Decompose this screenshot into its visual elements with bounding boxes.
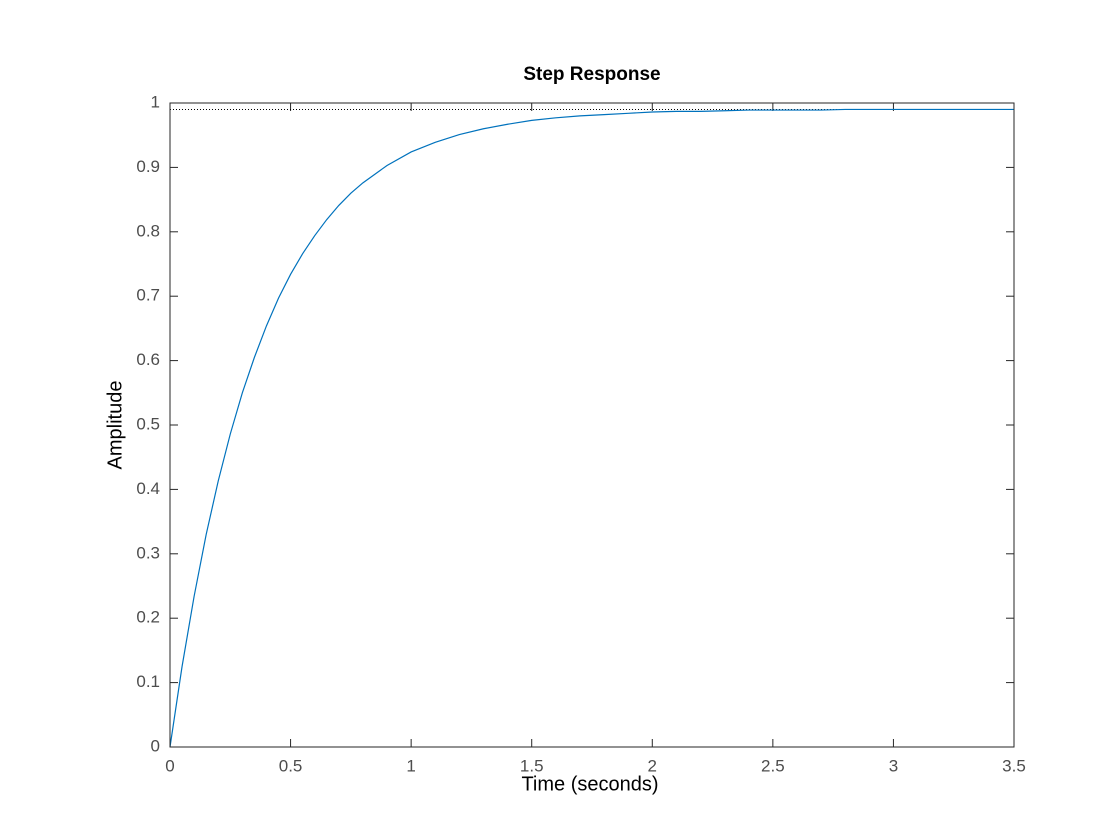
x-tick-label: 1.5: [520, 756, 544, 775]
x-tick-label: 0: [165, 756, 174, 775]
y-tick-label: 0.4: [136, 479, 160, 498]
step-line: [169, 108, 1014, 748]
x-tick-label: 3.5: [1002, 756, 1026, 775]
y-tick-label: 0.9: [136, 157, 160, 176]
x-tick-label: 2.5: [761, 756, 785, 775]
x-tick-label: 3: [889, 756, 898, 775]
y-tick-label: 0.8: [136, 221, 160, 240]
y-tick-label: 0: [151, 736, 160, 755]
y-tick-label: 0.3: [136, 543, 160, 562]
y-tick-label: 0.7: [136, 286, 160, 305]
chart-title: Step Response: [523, 64, 660, 85]
y-tick-label: 1: [151, 92, 160, 111]
x-tick-label: 1: [406, 756, 415, 775]
y-tick-label: 0.2: [136, 608, 160, 627]
y-tick-label: 0.1: [136, 672, 160, 691]
y-tick-label: 0.6: [136, 350, 160, 369]
y-tick-label: 0.5: [136, 414, 160, 433]
x-tick-label: 0.5: [279, 756, 303, 775]
x-axis-label: Time (seconds): [521, 773, 658, 795]
axes-box: [169, 102, 1015, 748]
x-tick-label: 2: [648, 756, 657, 775]
y-axis-label: Amplitude: [104, 381, 126, 470]
